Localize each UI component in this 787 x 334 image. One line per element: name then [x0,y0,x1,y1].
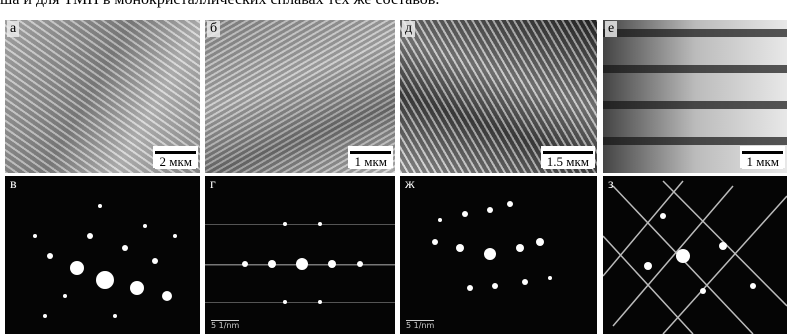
diffraction-pattern [205,176,395,334]
panel-label: д [402,21,415,37]
panel: д 1.5 мкм [400,20,597,173]
panel-label: е [605,21,617,37]
panel-label: г [207,177,219,193]
scale-bar: 1 мкм [350,151,391,169]
panel: б 1 мкм [205,20,395,173]
page: ша и для ТМП в монокристаллических сплав… [0,0,787,334]
panel: в [5,176,200,334]
diffraction-pattern [5,176,200,334]
panel: з [603,176,787,334]
scale-bar: 1.5 мкм [543,151,593,169]
panel-label: ж [402,177,418,193]
diffraction-pattern [400,176,597,334]
scale-label: 5 1/nm [406,320,434,330]
header-text: ша и для ТМП в монокристаллических сплав… [0,0,439,9]
diffraction-pattern [603,176,787,334]
panel-label: з [605,177,617,193]
panel-label: б [207,21,220,37]
scale-bar: 2 мкм [155,151,196,169]
panel: ж 5 1/nm [400,176,597,334]
panel-label: а [7,21,19,37]
panel: г 5 1/nm [205,176,395,334]
scale-label: 5 1/nm [211,320,239,330]
panel: е 1 мкм [603,20,787,173]
scale-bar: 1 мкм [742,151,783,169]
panel: а 2 мкм [5,20,200,173]
panel-label: в [7,177,20,193]
